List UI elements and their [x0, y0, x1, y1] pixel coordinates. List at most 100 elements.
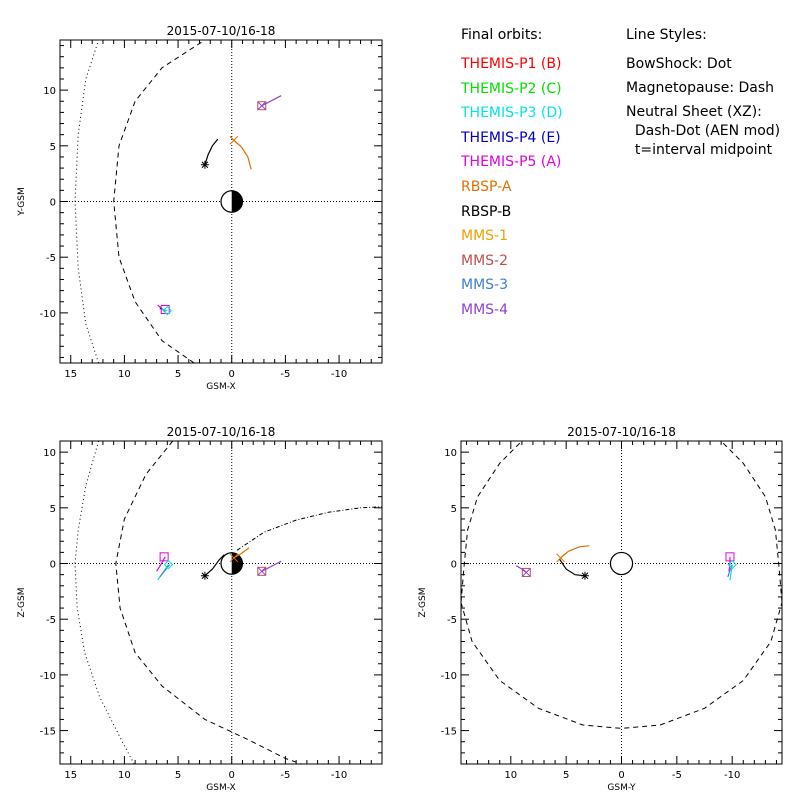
xy-x-axis-label: GSM-X — [206, 382, 235, 392]
legend-orbit-item: MMS-4 — [461, 302, 509, 318]
yz-y-tick-label: 0 — [451, 560, 457, 571]
xz-orbit-track — [159, 564, 170, 578]
legend-orbit-item: MMS-2 — [461, 252, 509, 269]
xy-orbit-track — [233, 139, 252, 170]
yz-plot: 10 5 0 -5 -10 10 5 0 -5 -10 -15 2015-07-10/16-18 GSM… — [418, 425, 783, 793]
xy-x-tick-label: 5 — [175, 369, 181, 380]
yz-marker-square — [725, 552, 735, 562]
xz-y-tick-label: 5 — [50, 504, 56, 515]
yz-magnetopause-curve — [461, 602, 782, 729]
xy-marker-asterisk — [200, 160, 209, 169]
xz-plot: 15 10 5 0 -5 -10 10 5 0 -5 -10 -15 2015-07-10/16-18 G… — [17, 425, 383, 793]
xz-marker-x — [229, 553, 239, 563]
yz-x-tick-label: 10 — [504, 770, 517, 781]
xz-x-tick-label: -5 — [280, 770, 290, 781]
xy-x-tick-label: 10 — [118, 369, 131, 380]
xz-orbit-track — [233, 547, 250, 559]
legend-orbit-item: THEMIS-P3 (D) — [461, 105, 563, 122]
yz-orbit-track — [727, 564, 733, 578]
yz-marker-x — [556, 553, 565, 563]
xy-orbit-track — [161, 308, 168, 312]
legend-orbit-item: THEMIS-P2 (C) — [461, 80, 562, 97]
xy-marker-x — [257, 101, 267, 111]
xz-orbit-track — [156, 556, 166, 572]
yz-orbit-track — [559, 558, 586, 577]
legend-orbit-item: RBSP-A — [461, 179, 512, 195]
yz-magnetopause-curve — [461, 441, 523, 603]
yz-orbit-track — [729, 564, 733, 581]
yz-y-tick-label: 10 — [444, 448, 457, 459]
xy-marker-square — [160, 305, 170, 315]
legend-title-final-orbits: Final orbits: — [461, 27, 543, 43]
legend-orbit-item: MMS-3 — [461, 277, 509, 294]
legend-orbit-item: THEMIS-P1 (B) — [461, 56, 562, 72]
legend-title-line-styles: Line Styles: — [626, 27, 707, 43]
xy-x-tick-label: -10 — [331, 369, 347, 380]
xy-orbit-track — [261, 95, 282, 107]
yz-y-tick-label: 5 — [451, 504, 457, 515]
xy-y-tick-label: 10 — [43, 86, 56, 97]
yz-x-tick-label: -10 — [724, 770, 740, 781]
legend-orbit-item: MMS-1 — [461, 228, 509, 245]
xz-orbit-track — [261, 560, 282, 572]
xz-bowshock-curve — [74, 441, 135, 764]
yz-y-tick-label: -5 — [447, 615, 457, 626]
xz-y-tick-label: -10 — [40, 671, 56, 682]
yz-x-tick-label: -5 — [672, 770, 682, 781]
xy-bowshock-curve — [74, 40, 100, 363]
xy-title: 2015-07-10/16-18 — [167, 24, 276, 38]
xy-earth-nightside — [231, 190, 243, 213]
yz-y-tick-label: -15 — [441, 727, 457, 738]
xz-x-tick-label: 10 — [118, 770, 131, 781]
yz-x-tick-label: 5 — [563, 770, 569, 781]
xy-orbit-track — [204, 138, 219, 165]
xz-marker-diamond — [163, 559, 174, 570]
legend-orbit-item: THEMIS-P5 (A) — [461, 154, 562, 171]
xz-magnetopause-curve — [115, 441, 302, 764]
legend-orbit-item: THEMIS-P4 (E) — [461, 129, 561, 146]
xy-marker-square — [257, 101, 267, 111]
legend-style-bowshock: BowShock: Dot — [626, 56, 732, 72]
xy-x-tick-label: 0 — [229, 369, 235, 380]
xy-y-tick-label: -5 — [46, 253, 56, 264]
xy-y-tick-label: 5 — [50, 142, 56, 153]
yz-marker-x — [521, 568, 531, 577]
xy-plot: 15 10 5 0 -5 -10 -10 -5 0 5 10 2015-07-10/16-18 GSM-… — [17, 24, 383, 392]
yz-x-tick-label: 0 — [618, 770, 624, 781]
yz-marker-diamond — [727, 559, 737, 570]
xy-y-axis-label: Y-GSM — [17, 187, 27, 216]
xz-y-tick-label: 0 — [50, 560, 56, 571]
xy-magnetopause-curve — [113, 40, 206, 363]
xy-y-tick-label: 0 — [50, 198, 56, 209]
xz-y-tick-label: -5 — [46, 615, 56, 626]
xz-neutral-sheet-curve — [236, 506, 382, 551]
xy-x-tick-label: -5 — [280, 369, 290, 380]
xy-marker-diamond — [162, 305, 173, 316]
xz-marker-square — [257, 566, 267, 576]
yz-marker-square — [521, 567, 531, 577]
yz-orbit-track — [560, 545, 590, 559]
yz-y-tick-label: -10 — [441, 671, 457, 682]
yz-earth-icon — [609, 551, 634, 576]
legend-style-interval-note: t=interval midpoint — [626, 142, 773, 158]
yz-y-axis-label: Z-GSM — [418, 587, 428, 617]
xz-x-tick-label: 0 — [229, 770, 235, 781]
xz-marker-x — [257, 566, 267, 576]
xz-x-tick-label: -10 — [331, 770, 347, 781]
yz-marker-asterisk — [580, 571, 589, 580]
yz-x-axis-label: GSM-Y — [607, 783, 636, 793]
xy-x-tick-label: 15 — [64, 369, 77, 380]
xy-marker-x — [229, 135, 239, 145]
xz-title: 2015-07-10/16-18 — [167, 425, 276, 439]
xz-x-tick-label: 15 — [64, 770, 77, 781]
xz-marker-asterisk — [200, 571, 209, 580]
xz-y-tick-label: 10 — [43, 448, 56, 459]
yz-magnetopause-curve — [720, 441, 782, 603]
xz-orbit-track — [204, 554, 225, 577]
yz-title: 2015-07-10/16-18 — [567, 425, 676, 439]
xz-y-tick-label: -15 — [40, 727, 56, 738]
legend-style-neutral-sheet-model: Dash-Dot (AEN mod) — [626, 123, 781, 139]
xz-marker-square — [159, 552, 169, 562]
legend-style-neutral-sheet: Neutral Sheet (XZ): — [626, 104, 762, 120]
